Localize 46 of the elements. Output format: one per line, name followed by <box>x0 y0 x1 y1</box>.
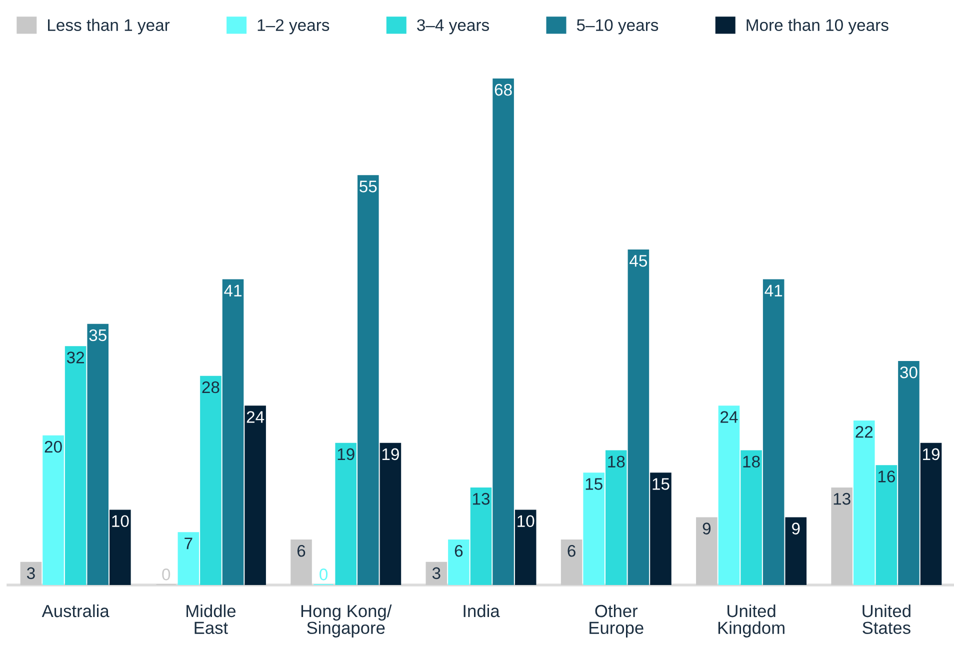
data-label: 13 <box>834 492 850 505</box>
x-tick-label: Middle East <box>186 604 236 634</box>
data-label: 16 <box>878 470 895 482</box>
data-label: 24 <box>246 411 264 423</box>
data-label: 9 <box>702 522 711 534</box>
data-label: 20 <box>44 440 62 453</box>
x-tick-label: Other Europe <box>590 604 644 638</box>
data-label: 41 <box>224 284 242 296</box>
data-label: 15 <box>586 478 602 490</box>
data-label: 6 <box>297 544 306 557</box>
x-tick-label: United Kingdom <box>718 604 784 638</box>
data-label: 32 <box>66 352 84 364</box>
data-label: 15 <box>652 478 670 490</box>
data-label: 55 <box>360 180 377 192</box>
data-label: 22 <box>856 426 873 438</box>
data-label: 45 <box>630 255 648 267</box>
x-tick-label: Australia <box>42 604 110 618</box>
data-label: 30 <box>900 366 918 378</box>
data-label: 19 <box>338 448 354 460</box>
x-tick-label: United States <box>862 604 910 634</box>
data-label: 6 <box>454 544 463 557</box>
data-label: 28 <box>202 381 220 394</box>
data-label: 7 <box>184 538 192 550</box>
data-label: 10 <box>518 515 534 528</box>
data-label: 9 <box>792 522 800 534</box>
legend-label: Less than 1 year <box>48 18 170 34</box>
data-label: 13 <box>473 492 490 505</box>
data-label: 10 <box>112 515 129 528</box>
data-label: 0 <box>320 568 328 580</box>
data-label: 18 <box>608 456 625 468</box>
legend-label: 3–4 years <box>417 19 489 34</box>
data-label: 24 <box>720 411 738 423</box>
data-label: 19 <box>382 448 399 460</box>
x-tick-label: Hong Kong/ Singapore <box>301 604 392 638</box>
legend-label: 5–10 years <box>576 19 658 34</box>
legend-label: 1–2 years <box>258 19 330 34</box>
data-label: 41 <box>764 284 782 296</box>
data-label: 6 <box>568 544 576 557</box>
x-tick-label: India <box>464 604 500 618</box>
data-label: 35 <box>89 329 106 342</box>
legend-label: More than 10 years <box>746 18 888 34</box>
data-label: 68 <box>494 84 512 96</box>
data-label: 3 <box>432 567 440 580</box>
data-label: 3 <box>26 567 35 580</box>
data-label: 19 <box>923 448 940 460</box>
data-label: 18 <box>743 456 760 468</box>
